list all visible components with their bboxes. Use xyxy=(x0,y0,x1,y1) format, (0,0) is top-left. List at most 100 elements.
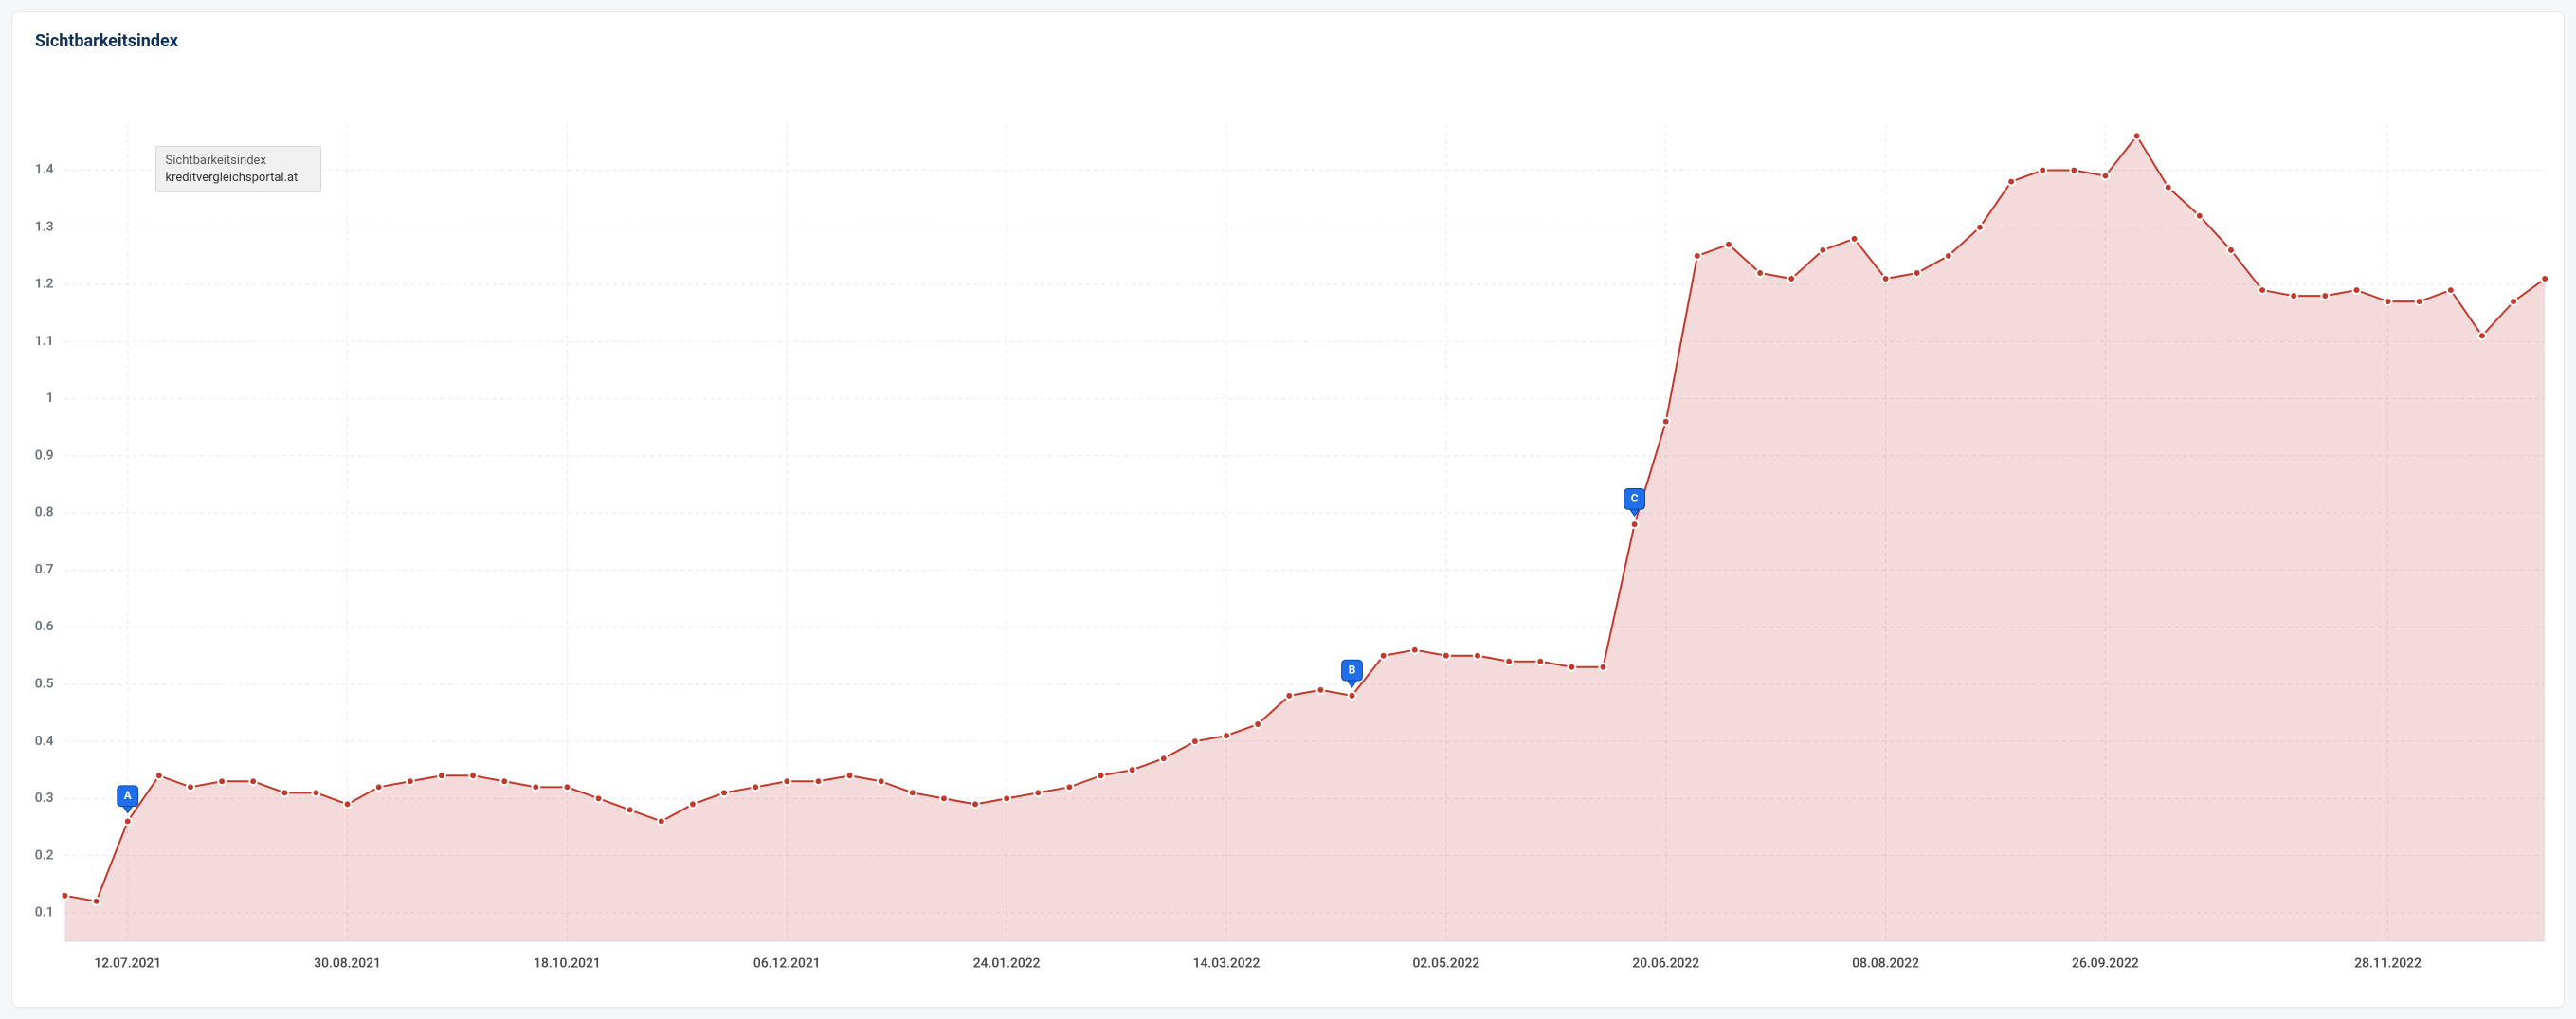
data-point[interactable] xyxy=(1882,275,1890,282)
data-point[interactable] xyxy=(375,783,383,791)
data-point[interactable] xyxy=(2385,298,2392,305)
y-tick-label: 1 xyxy=(46,391,54,406)
data-point[interactable] xyxy=(1316,686,1324,694)
data-point[interactable] xyxy=(155,772,163,779)
data-point[interactable] xyxy=(1819,246,1826,254)
y-tick-label: 1.1 xyxy=(35,334,54,349)
data-point[interactable] xyxy=(249,777,257,785)
x-tick-label: 06.12.2021 xyxy=(753,955,821,971)
data-point[interactable] xyxy=(658,817,665,825)
data-point[interactable] xyxy=(1631,520,1639,528)
data-point[interactable] xyxy=(1285,692,1293,700)
data-point[interactable] xyxy=(1694,252,1701,260)
data-point[interactable] xyxy=(2321,292,2329,300)
data-point[interactable] xyxy=(1851,235,1859,243)
legend-series-name: Sichtbarkeitsindex xyxy=(166,153,299,170)
data-point[interactable] xyxy=(1914,269,1921,277)
y-tick-label: 0.5 xyxy=(35,677,54,692)
data-point[interactable] xyxy=(1411,646,1419,654)
data-point[interactable] xyxy=(2165,184,2172,191)
y-tick-label: 0.6 xyxy=(35,619,54,634)
data-point[interactable] xyxy=(783,777,790,785)
data-point[interactable] xyxy=(1976,224,1984,231)
data-point[interactable] xyxy=(1129,766,1136,773)
data-point[interactable] xyxy=(1442,652,1450,660)
y-tick-label: 1.4 xyxy=(35,162,54,177)
x-tick-label: 26.09.2022 xyxy=(2072,955,2139,971)
data-point[interactable] xyxy=(1349,692,1356,700)
data-point[interactable] xyxy=(909,789,916,796)
data-point[interactable] xyxy=(2070,167,2077,174)
x-tick-label: 20.06.2022 xyxy=(1632,955,1699,971)
data-point[interactable] xyxy=(62,892,69,900)
data-point[interactable] xyxy=(2352,286,2360,294)
y-tick-label: 0.3 xyxy=(35,791,54,806)
data-point[interactable] xyxy=(1568,664,1575,671)
data-point[interactable] xyxy=(93,898,100,905)
data-point[interactable] xyxy=(2101,173,2109,180)
data-point[interactable] xyxy=(846,772,854,779)
data-point[interactable] xyxy=(878,777,885,785)
data-point[interactable] xyxy=(469,772,477,779)
event-pin-a[interactable]: A xyxy=(118,786,138,813)
data-point[interactable] xyxy=(1505,658,1513,665)
data-point[interactable] xyxy=(1600,664,1607,671)
data-point[interactable] xyxy=(971,800,979,808)
data-point[interactable] xyxy=(2478,332,2486,339)
data-point[interactable] xyxy=(438,772,445,779)
data-point[interactable] xyxy=(1098,772,1105,779)
data-point[interactable] xyxy=(1787,275,1795,282)
data-point[interactable] xyxy=(1725,241,1732,248)
chart-plot-area[interactable]: 0.10.20.30.40.50.60.70.80.911.11.21.31.4… xyxy=(12,59,2564,1007)
data-point[interactable] xyxy=(814,777,822,785)
data-point[interactable] xyxy=(2416,298,2423,305)
data-point[interactable] xyxy=(689,800,697,808)
data-point[interactable] xyxy=(2227,246,2235,254)
x-tick-label: 08.08.2022 xyxy=(1852,955,1919,971)
data-point[interactable] xyxy=(1380,652,1388,660)
data-point[interactable] xyxy=(312,789,319,796)
data-point[interactable] xyxy=(563,783,571,791)
data-point[interactable] xyxy=(2039,167,2046,174)
data-point[interactable] xyxy=(1160,755,1168,762)
data-point[interactable] xyxy=(752,783,759,791)
data-point[interactable] xyxy=(1191,737,1199,745)
data-point[interactable] xyxy=(187,783,194,791)
y-tick-label: 1.3 xyxy=(35,219,54,234)
data-point[interactable] xyxy=(1034,789,1042,796)
data-point[interactable] xyxy=(2133,132,2141,139)
data-point[interactable] xyxy=(124,817,132,825)
data-point[interactable] xyxy=(1536,658,1544,665)
data-point[interactable] xyxy=(2007,178,2015,186)
x-tick-label: 24.01.2022 xyxy=(973,955,1041,971)
data-point[interactable] xyxy=(2290,292,2297,300)
y-tick-label: 0.8 xyxy=(35,505,54,520)
data-point[interactable] xyxy=(595,794,603,802)
event-pin-b[interactable]: B xyxy=(1342,660,1363,687)
data-point[interactable] xyxy=(1223,732,1230,739)
data-point[interactable] xyxy=(626,806,634,813)
data-point[interactable] xyxy=(2510,298,2517,305)
data-point[interactable] xyxy=(1756,269,1764,277)
data-point[interactable] xyxy=(1003,794,1010,802)
data-point[interactable] xyxy=(532,783,539,791)
data-point[interactable] xyxy=(344,800,352,808)
data-point[interactable] xyxy=(2259,286,2266,294)
data-point[interactable] xyxy=(720,789,728,796)
data-point[interactable] xyxy=(940,794,948,802)
data-point[interactable] xyxy=(2196,212,2204,220)
data-point[interactable] xyxy=(1474,652,1481,660)
data-point[interactable] xyxy=(1254,720,1261,728)
data-point[interactable] xyxy=(2541,275,2549,282)
data-point[interactable] xyxy=(281,789,288,796)
data-point[interactable] xyxy=(1945,252,1952,260)
svg-text:B: B xyxy=(1349,663,1356,676)
data-point[interactable] xyxy=(218,777,226,785)
data-point[interactable] xyxy=(1662,418,1670,426)
data-point[interactable] xyxy=(1065,783,1073,791)
data-point[interactable] xyxy=(407,777,414,785)
data-point[interactable] xyxy=(500,777,508,785)
x-tick-label: 12.07.2021 xyxy=(94,955,161,971)
visibility-chart-card: Sichtbarkeitsindex Sichtbarkeitsindex kr… xyxy=(11,11,2565,1008)
data-point[interactable] xyxy=(2447,286,2455,294)
